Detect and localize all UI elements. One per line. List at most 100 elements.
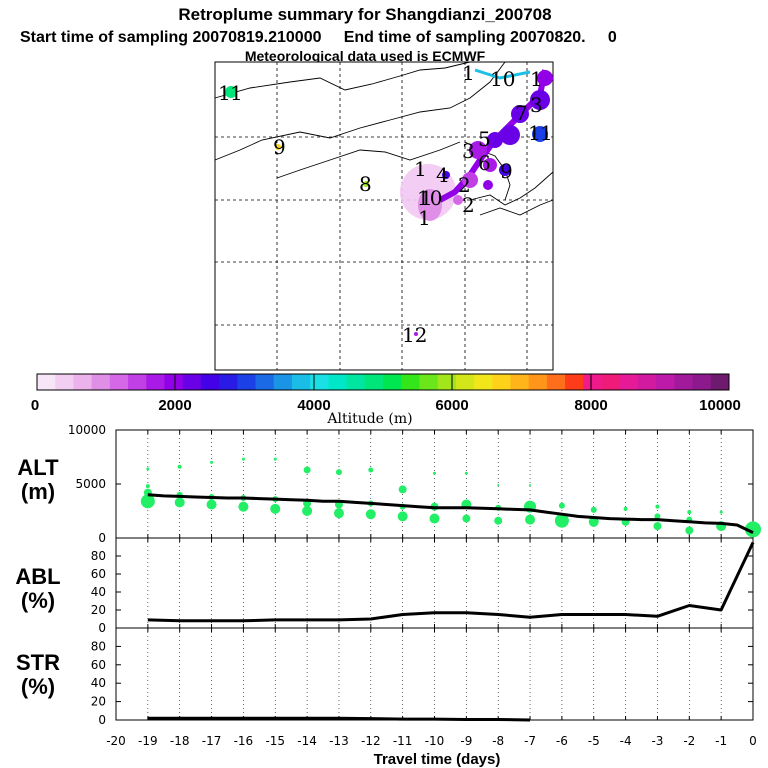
altitude-point <box>623 506 628 511</box>
altitude-point <box>397 511 408 522</box>
plume-label: 1 <box>218 81 231 105</box>
colorbar-tick-label: 6000 <box>435 397 468 414</box>
colorbar-swatch <box>310 374 329 390</box>
altitude-point <box>146 467 150 471</box>
altitude-point <box>554 513 569 528</box>
colorbar-swatch <box>237 374 257 390</box>
colorbar-swatch <box>255 374 275 390</box>
colorbar-tick-label: 10000 <box>699 397 741 414</box>
plume-label: 2 <box>458 173 471 197</box>
colorbar-swatch <box>55 374 74 390</box>
altitude-point <box>206 499 217 510</box>
str-series-line <box>147 716 531 722</box>
panel-frame <box>115 627 754 721</box>
x-tick-label: -12 <box>361 734 381 748</box>
colorbar-swatch <box>637 374 657 390</box>
x-tick-label: -18 <box>170 734 190 748</box>
y-tick-label: 40 <box>91 676 106 690</box>
x-tick-label: -17 <box>202 734 222 748</box>
altitude-point <box>745 521 761 538</box>
altitude-point <box>241 457 245 461</box>
plume-label: 8 <box>359 172 372 196</box>
plume-label: 10 <box>490 67 515 91</box>
colorbar-swatch <box>583 374 603 390</box>
str-panel: 0 20 40 60 80 <box>91 627 754 727</box>
y-tick-label: 60 <box>91 567 106 581</box>
plume-label: 10 <box>417 186 442 210</box>
y-tick-label: 0 <box>98 531 106 545</box>
altitude-point <box>365 509 376 520</box>
x-tick-label: 0 <box>749 734 757 748</box>
colorbar-swatch <box>546 374 566 390</box>
plume-label: 1 <box>414 157 427 181</box>
alt-panel: 0 5000 10000 <box>68 423 761 545</box>
y-tick-label: 20 <box>91 603 106 617</box>
str-panel-label-line1: STR <box>16 650 60 675</box>
str-panel-label-line2: (%) <box>21 674 55 699</box>
altitude-point <box>464 471 468 475</box>
colorbar-swatch <box>37 374 56 390</box>
altitude-point <box>145 484 150 489</box>
colorbar-swatch <box>710 374 730 390</box>
figure-title: Retroplume summary for Shangdianzi_20070… <box>178 5 551 24</box>
time-series-panels: 0 5000 10000 0 20 40 60 80 0 20 40 60 80 <box>68 423 761 727</box>
altitude-point <box>497 484 500 487</box>
colorbar-swatch <box>364 374 384 390</box>
x-tick-label: -5 <box>588 734 600 748</box>
sampling-times: Start time of sampling 20070819.210000 E… <box>20 29 617 46</box>
colorbar-swatch <box>200 374 220 390</box>
altitude-point <box>529 484 532 487</box>
plume-source-core <box>418 189 442 221</box>
y-tick-label: 10000 <box>68 423 106 437</box>
colorbar-tick-label: 2000 <box>158 397 191 414</box>
altitude-point <box>303 466 311 474</box>
y-tick-label: 5000 <box>75 477 106 491</box>
colorbar-swatch <box>692 374 712 390</box>
altitude-point <box>368 467 374 473</box>
map-frame <box>214 61 554 371</box>
colorbar-swatch <box>674 374 694 390</box>
colorbar-swatch <box>419 374 439 390</box>
altitude-point <box>687 510 692 515</box>
abl-series-line <box>147 541 755 623</box>
x-tick-label: -1 <box>715 734 727 748</box>
plume-label: 4 <box>436 163 449 187</box>
plume-shapes <box>225 68 553 336</box>
colorbar-swatch <box>383 374 402 390</box>
x-tick-label: -10 <box>425 734 445 748</box>
altitude-point <box>558 502 565 509</box>
plume-label: 5 <box>478 127 491 151</box>
colorbar-swatch <box>291 374 311 390</box>
altitude-point <box>429 513 440 524</box>
x-tick-label: -15 <box>265 734 285 748</box>
colorbar-swatch <box>565 374 584 390</box>
altitude-point <box>653 522 662 531</box>
abl-panel-label-line1: ABL <box>15 564 60 589</box>
colorbar-swatch <box>455 374 475 390</box>
x-tick-label: -11 <box>393 734 413 748</box>
colorbar-swatch <box>182 374 202 390</box>
altitude-point <box>588 516 599 527</box>
altitude-point <box>398 485 407 494</box>
x-axis-label: Travel time (days) <box>374 751 501 768</box>
colorbar-swatch <box>328 374 348 390</box>
altitude-point <box>210 460 214 464</box>
plume-label: 1 <box>528 121 541 145</box>
plume-label: 7 <box>515 101 528 125</box>
altitude-point <box>238 501 249 512</box>
altitude-point <box>333 508 344 519</box>
colorbar-swatch <box>619 374 639 390</box>
met-data-note: Meteorological data used is ECMWF <box>245 48 486 64</box>
colorbar-swatch <box>109 374 129 390</box>
altitude-point <box>655 504 660 509</box>
abl-panel-label-line2: (%) <box>21 588 55 613</box>
colorbar-label: Altitude (m) <box>326 411 412 427</box>
plume-label: 9 <box>500 159 513 183</box>
plume-label: 1 <box>462 61 475 85</box>
abl-panel: 0 20 40 60 80 <box>91 537 755 635</box>
colorbar-tick-label: 8000 <box>574 397 607 414</box>
x-tick-label: -16 <box>234 734 254 748</box>
altitude-point <box>719 510 723 514</box>
x-tick-label: -19 <box>138 734 158 748</box>
